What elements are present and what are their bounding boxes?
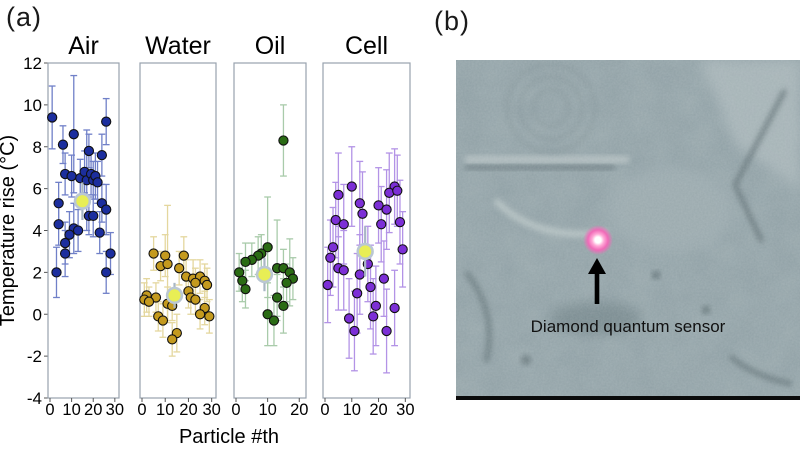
y-axis: 12 10 8 6 4 2 0 -2 -4 — [23, 54, 48, 408]
svg-text:10: 10 — [258, 401, 276, 419]
oil-mean-marker — [255, 257, 274, 292]
svg-text:20: 20 — [179, 401, 197, 419]
panel-a-label: (a) — [6, 2, 42, 32]
svg-text:2: 2 — [33, 263, 42, 282]
oil-points — [234, 135, 299, 326]
svg-text:0: 0 — [33, 305, 42, 324]
sensor-annotation: Diamond quantum sensor — [530, 317, 726, 336]
svg-text:0: 0 — [45, 401, 54, 419]
svg-text:0: 0 — [137, 401, 146, 419]
panel-b-label: (b) — [434, 6, 470, 36]
svg-text:30: 30 — [396, 401, 414, 419]
micrograph-image: Diamond quantum sensor — [456, 60, 800, 400]
cell-panel: Cell 0 10 20 30 — [320, 32, 414, 419]
water-panel: Water 0 10 20 30 — [137, 32, 220, 419]
air-panel: Air 0 10 20 30 — [45, 32, 124, 419]
y-axis-title: Temperature rise (°C) — [0, 135, 19, 326]
water-title: Water — [145, 32, 211, 60]
svg-text:10: 10 — [343, 401, 361, 419]
cell-points — [322, 181, 408, 337]
svg-text:10: 10 — [23, 96, 42, 115]
svg-text:20: 20 — [369, 401, 387, 419]
air-title: Air — [68, 32, 99, 60]
svg-text:10: 10 — [156, 401, 174, 419]
cell-mean-marker — [356, 226, 374, 277]
sensor-glow-dot — [583, 225, 613, 255]
micrograph-texture — [456, 60, 800, 396]
svg-text:0: 0 — [320, 401, 329, 419]
svg-text:0: 0 — [231, 401, 240, 419]
water-points — [139, 248, 215, 345]
svg-text:-4: -4 — [27, 389, 42, 408]
svg-text:8: 8 — [33, 138, 42, 157]
svg-text:30: 30 — [202, 401, 220, 419]
svg-text:-2: -2 — [27, 347, 42, 366]
sensor-arrow-icon — [588, 258, 606, 304]
svg-text:6: 6 — [33, 180, 42, 199]
svg-text:10: 10 — [62, 401, 80, 419]
oil-panel: Oil 0 10 20 — [231, 32, 308, 419]
air-mean-marker — [73, 182, 92, 221]
svg-text:4: 4 — [33, 222, 42, 241]
cell-title: Cell — [345, 32, 388, 60]
air-points — [47, 112, 116, 278]
svg-text:30: 30 — [106, 401, 124, 419]
svg-text:20: 20 — [290, 401, 308, 419]
svg-text:12: 12 — [23, 54, 42, 73]
x-axis-title: Particle #th — [179, 426, 279, 448]
water-mean-marker — [165, 282, 184, 308]
oil-title: Oil — [255, 32, 286, 60]
svg-text:20: 20 — [84, 401, 102, 419]
